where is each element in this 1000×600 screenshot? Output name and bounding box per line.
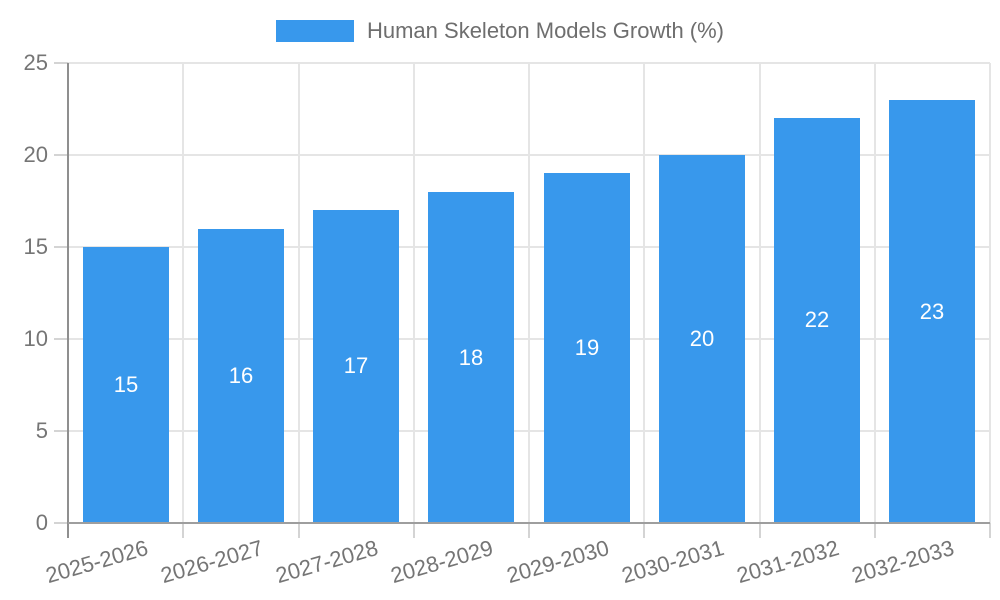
- x-gridline: [298, 63, 300, 523]
- x-axis-tick-label: 2029-2030: [503, 535, 612, 589]
- x-axis-tick-label: 2030-2031: [618, 535, 727, 589]
- bar-value-label: 17: [343, 353, 369, 378]
- x-axis-tick: [989, 523, 991, 538]
- legend-label: Human Skeleton Models Growth (%): [366, 18, 725, 43]
- bar[interactable]: 23: [889, 100, 975, 523]
- x-axis-tick: [298, 523, 300, 538]
- x-gridline: [759, 63, 761, 523]
- y-axis-tick-label: 25: [23, 50, 48, 75]
- bar[interactable]: 20: [659, 155, 745, 523]
- bar-value-label: 20: [689, 326, 715, 351]
- bar[interactable]: 16: [198, 229, 284, 523]
- x-gridline: [874, 63, 876, 523]
- bar[interactable]: 17: [313, 210, 399, 523]
- x-axis-tick: [528, 523, 530, 538]
- x-gridline: [643, 63, 645, 523]
- y-axis-tick-label: 20: [23, 142, 48, 167]
- legend-swatch: [275, 20, 354, 42]
- bar-value-label: 23: [919, 299, 945, 324]
- x-axis-tick-label: 2028-2029: [387, 535, 496, 589]
- x-gridline: [413, 63, 415, 523]
- bar-value-label: 15: [113, 372, 139, 397]
- x-axis-baseline: [68, 522, 990, 524]
- bar[interactable]: 19: [544, 173, 630, 523]
- bar[interactable]: 15: [83, 247, 169, 523]
- x-axis-tick: [759, 523, 761, 538]
- y-axis-tick-label: 5: [35, 418, 48, 443]
- y-axis-tick: [54, 430, 68, 432]
- x-axis-tick-label: 2025-2026: [42, 535, 151, 589]
- x-axis-tick-label: 2031-2032: [733, 535, 842, 589]
- bar-value-label: 18: [458, 345, 484, 370]
- y-axis-tick-label: 10: [23, 326, 48, 351]
- bar-value-label: 19: [574, 335, 600, 360]
- x-axis-tick-label: 2026-2027: [157, 535, 266, 589]
- legend[interactable]: Human Skeleton Models Growth (%): [0, 18, 1000, 44]
- y-axis-tick: [54, 154, 68, 156]
- bar[interactable]: 22: [774, 118, 860, 523]
- x-gridline: [528, 63, 530, 523]
- x-axis-tick-label: 2032-2033: [848, 535, 957, 589]
- x-axis-tick: [643, 523, 645, 538]
- y-axis-tick-label: 15: [23, 234, 48, 259]
- bar-value-label: 16: [228, 363, 254, 388]
- y-axis-tick: [54, 522, 68, 524]
- bar-value-label: 22: [804, 307, 830, 332]
- y-axis-tick: [54, 62, 68, 64]
- x-axis-tick: [874, 523, 876, 538]
- y-axis-tick: [54, 338, 68, 340]
- x-axis-tick: [182, 523, 184, 538]
- x-gridline: [182, 63, 184, 523]
- x-gridline: [989, 63, 991, 523]
- y-axis-tick: [54, 246, 68, 248]
- y-axis-tick-label: 0: [35, 510, 48, 535]
- x-axis-tick: [413, 523, 415, 538]
- x-axis-tick-label: 2027-2028: [272, 535, 381, 589]
- y-axis-line: [67, 63, 69, 538]
- bar[interactable]: 18: [428, 192, 514, 523]
